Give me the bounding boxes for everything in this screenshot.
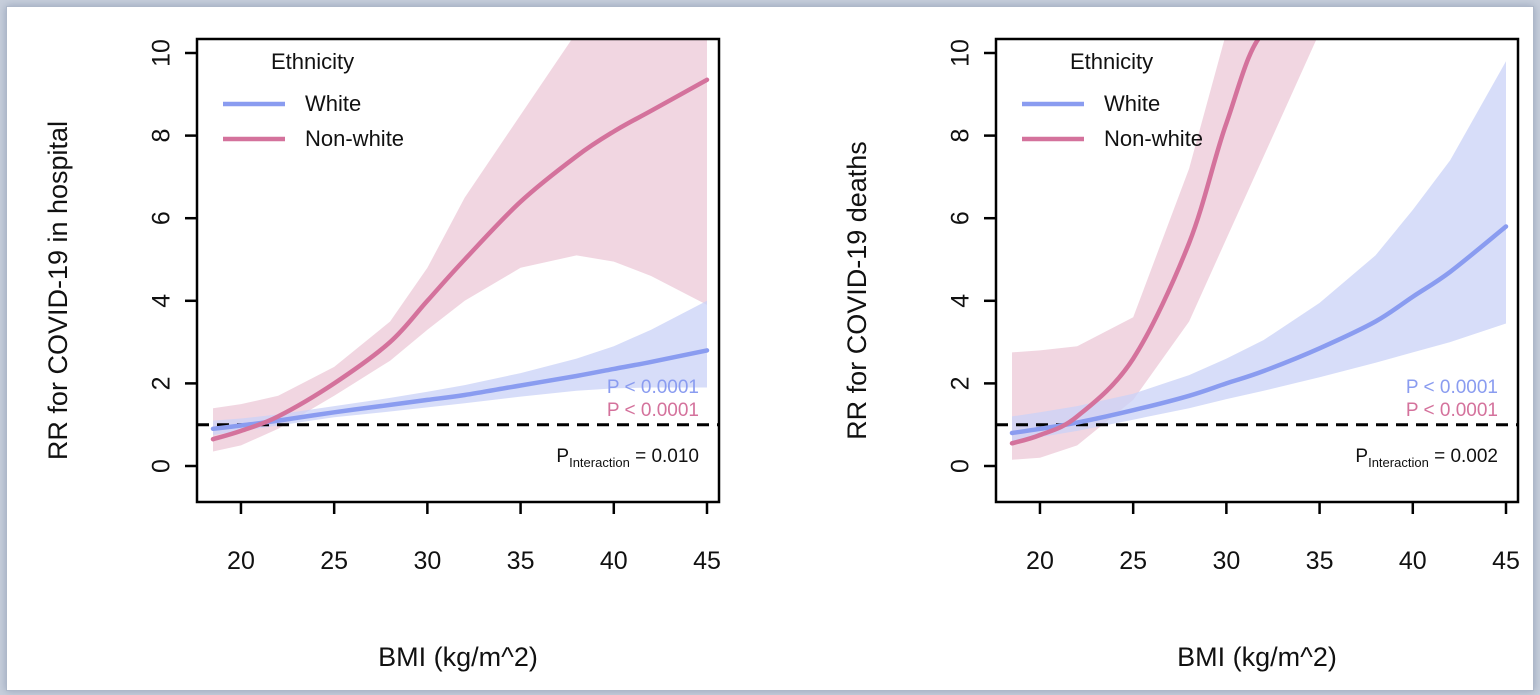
legend-label-non-white: Non-white [1104,126,1203,151]
legend-label-non-white: Non-white [305,126,404,151]
x-tick-label: 30 [1212,547,1240,575]
y-tick-label: 8 [148,129,176,143]
x-tick-label: 35 [1306,547,1334,575]
y-tick-label: 10 [947,39,975,67]
y-axis-title: RR for COVID-19 deaths [842,141,872,440]
x-tick-label: 30 [413,547,441,575]
x-axis-title: BMI (kg/m^2) [1177,642,1337,672]
p-interaction-value: = 0.002 [1429,446,1498,467]
x-axis-title: BMI (kg/m^2) [378,642,538,672]
series-line-white [1009,224,1509,436]
legend-title: Ethnicity [1070,49,1153,74]
y-axis-title: RR for COVID-19 in hospital [43,121,73,460]
plot-border [195,37,721,504]
p-interaction-sub: Interaction [569,455,630,470]
p-interaction: PInteraction = 0.002 [1355,446,1498,470]
y-tick-label: 10 [148,39,176,67]
x-tick-label: 20 [227,547,255,575]
y-tick-label: 6 [947,211,975,225]
y-tick-label: 0 [947,459,975,473]
plot-area [197,39,719,452]
legend-title: Ethnicity [271,49,354,74]
y-tick-label: 2 [148,376,176,390]
p-interaction-sub: Interaction [1368,455,1429,470]
p-interaction-label: P [1355,446,1368,467]
plot-border [994,37,1520,504]
x-tick-label: 45 [1492,547,1520,575]
x-tick-label: 25 [1119,547,1147,575]
series-line-white [210,348,710,432]
ci-band-white [1012,61,1506,442]
chart-panel-2: 0 2 4 6 8 10 20 25 30 35 40 45 BMI (kg/m^2) RR for CO… [842,37,1520,672]
series-line-non-white [210,77,710,442]
ci-band-non-white [213,39,707,452]
p-value-white: P < 0.0001 [1406,377,1498,398]
y-tick-label: 0 [148,459,176,473]
p-value-non-white: P < 0.0001 [1406,400,1498,421]
y-tick-label: 4 [148,294,176,308]
y-tick-label: 2 [947,376,975,390]
y-tick-label: 8 [947,129,975,143]
x-tick-label: 20 [1026,547,1054,575]
x-tick-label: 35 [507,547,535,575]
legend-label-white: White [305,91,361,116]
p-value-white: P < 0.0001 [607,377,699,398]
legend-label-white: White [1104,91,1160,116]
plot-area [996,39,1518,460]
p-value-non-white: P < 0.0001 [607,400,699,421]
p-interaction-label: P [556,446,569,467]
x-tick-label: 45 [693,547,721,575]
y-tick-label: 4 [947,294,975,308]
x-tick-label: 25 [320,547,348,575]
chart-panel-1: 0 2 4 6 8 10 20 25 30 35 40 45 BMI (kg/m^2) RR for CO… [43,37,721,672]
p-interaction-value: = 0.010 [630,446,699,467]
p-interaction: PInteraction = 0.010 [556,446,699,470]
series-line-non-white [1009,39,1262,446]
figure-frame: 0 2 4 6 8 10 20 25 30 35 40 45 BMI (kg/m^2) RR for CO… [6,6,1534,691]
ci-band-non-white [1012,39,1317,460]
x-tick-label: 40 [600,547,628,575]
x-tick-label: 40 [1399,547,1427,575]
y-tick-label: 6 [148,211,176,225]
